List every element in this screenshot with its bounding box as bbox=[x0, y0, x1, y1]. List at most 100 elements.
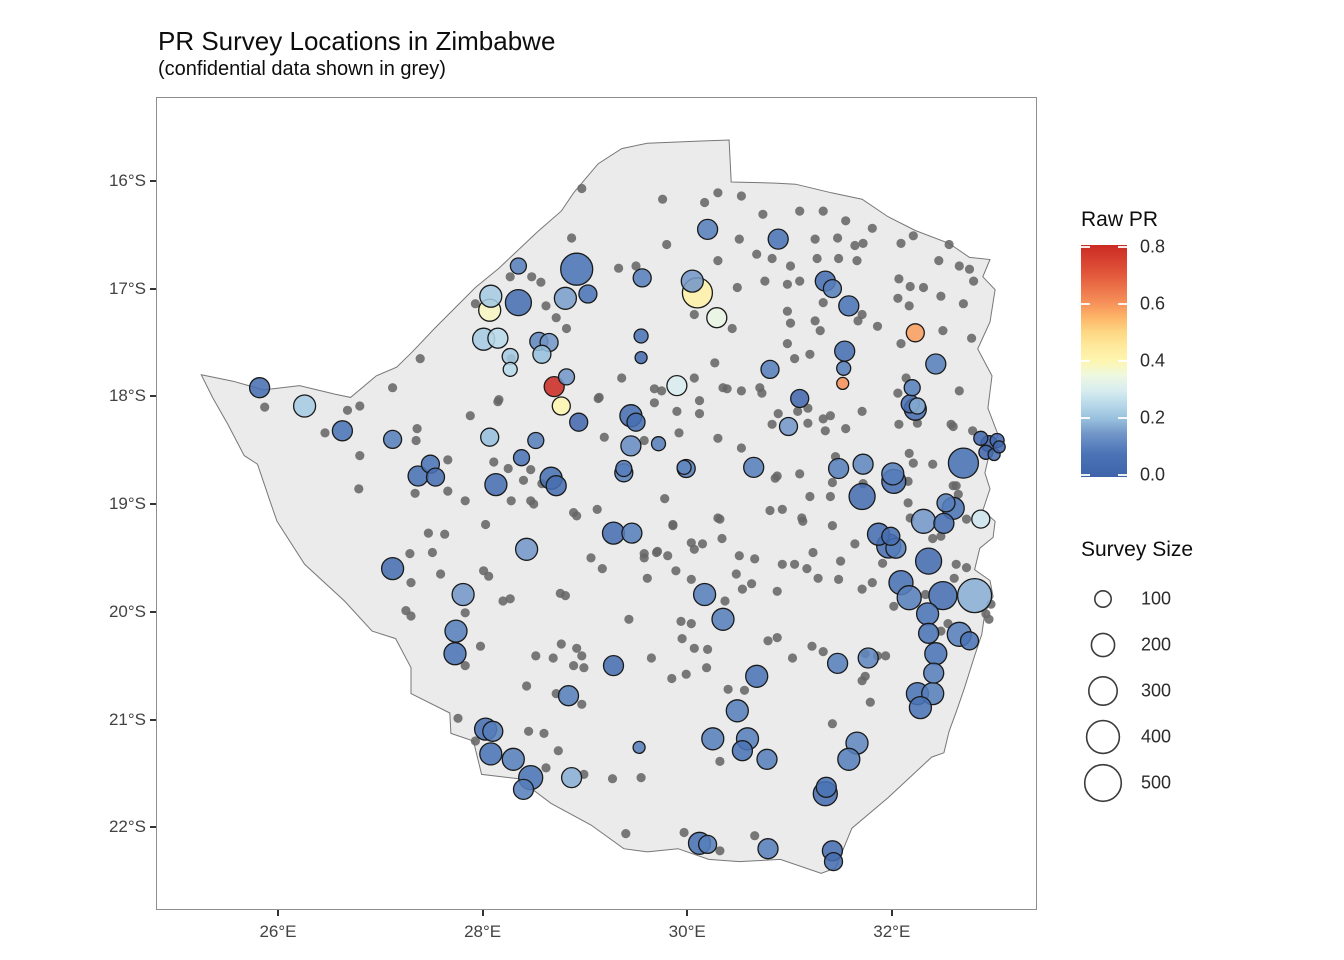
confidential-point bbox=[818, 414, 828, 424]
x-tick-label: 30°E bbox=[668, 922, 706, 941]
confidential-point bbox=[689, 373, 699, 383]
confidential-point bbox=[894, 419, 904, 429]
map-svg bbox=[200, 139, 1006, 874]
confidential-point bbox=[658, 194, 668, 204]
y-tick-mark bbox=[150, 503, 156, 506]
confidential-point bbox=[642, 573, 652, 583]
confidential-point bbox=[782, 306, 793, 316]
confidential-point bbox=[636, 773, 646, 783]
confidential-point bbox=[961, 563, 972, 573]
survey-point bbox=[881, 526, 901, 546]
size-legend-circle bbox=[1081, 669, 1125, 713]
confidential-point bbox=[782, 279, 793, 289]
confidential-point bbox=[772, 586, 782, 596]
survey-point bbox=[924, 642, 948, 666]
survey-point bbox=[973, 430, 989, 446]
survey-point bbox=[881, 462, 905, 486]
plot-panel bbox=[156, 97, 1037, 910]
confidential-point bbox=[893, 388, 903, 398]
confidential-point bbox=[951, 481, 961, 491]
confidential-point bbox=[736, 191, 747, 201]
survey-point bbox=[917, 622, 940, 644]
confidential-point bbox=[660, 494, 670, 504]
confidential-point bbox=[639, 435, 649, 446]
confidential-point bbox=[465, 411, 475, 421]
y-tick-label: 22°S bbox=[108, 817, 146, 837]
survey-point bbox=[910, 508, 937, 534]
survey-point bbox=[650, 436, 667, 452]
confidential-point bbox=[951, 559, 961, 569]
survey-point bbox=[501, 747, 525, 771]
survey-point bbox=[331, 420, 354, 442]
confidential-point bbox=[475, 641, 486, 651]
survey-point bbox=[757, 838, 779, 860]
confidential-point bbox=[736, 386, 747, 396]
confidential-point bbox=[797, 513, 807, 523]
survey-point bbox=[557, 368, 576, 386]
confidential-point bbox=[905, 281, 915, 292]
confidential-point bbox=[818, 298, 828, 308]
x-tick-label: 26°E bbox=[259, 922, 297, 941]
confidential-point bbox=[651, 547, 662, 558]
confidential-point bbox=[772, 471, 782, 481]
survey-point bbox=[482, 720, 504, 742]
confidential-point bbox=[663, 551, 673, 561]
confidential-point bbox=[579, 663, 589, 673]
confidential-point bbox=[522, 681, 532, 691]
colorbar-tick-mark bbox=[1118, 417, 1127, 419]
survey-point bbox=[852, 453, 874, 475]
confidential-point bbox=[954, 386, 964, 396]
confidential-point bbox=[896, 339, 906, 349]
confidential-point bbox=[984, 614, 994, 624]
survey-point bbox=[680, 269, 704, 293]
survey-point bbox=[947, 447, 980, 479]
confidential-point bbox=[727, 323, 737, 334]
confidential-point bbox=[713, 513, 723, 523]
confidential-point bbox=[790, 559, 800, 569]
confidential-point bbox=[689, 544, 699, 554]
y-tick-mark bbox=[150, 610, 156, 613]
survey-point bbox=[992, 440, 1006, 454]
confidential-point bbox=[722, 384, 732, 394]
confidential-point bbox=[624, 614, 634, 624]
confidential-point bbox=[697, 539, 708, 549]
confidential-point bbox=[777, 559, 787, 569]
confidential-point bbox=[541, 301, 551, 311]
size-legend-circle-svg bbox=[1083, 763, 1123, 803]
size-legend-circle-glyph bbox=[1083, 763, 1123, 803]
survey-point bbox=[632, 740, 646, 755]
survey-point bbox=[971, 509, 991, 529]
confidential-point bbox=[772, 633, 782, 643]
survey-point bbox=[701, 727, 725, 751]
survey-point bbox=[827, 457, 850, 480]
survey-point bbox=[569, 412, 589, 432]
confidential-point bbox=[498, 596, 508, 606]
confidential-point bbox=[677, 634, 687, 644]
colorbar-tick-mark bbox=[1118, 246, 1127, 248]
confidential-point bbox=[827, 521, 838, 531]
confidential-point bbox=[710, 358, 720, 368]
size-legend-circle bbox=[1081, 577, 1125, 621]
confidential-point bbox=[850, 240, 860, 251]
size-legend-circle-glyph bbox=[1090, 632, 1116, 658]
confidential-point bbox=[415, 354, 425, 364]
confidential-point bbox=[460, 661, 470, 671]
confidential-point bbox=[551, 313, 561, 323]
size-legend-circle-glyph bbox=[1094, 590, 1112, 608]
confidential-point bbox=[948, 421, 958, 432]
confidential-point bbox=[260, 402, 270, 412]
confidential-point bbox=[967, 333, 977, 343]
confidential-point bbox=[524, 726, 534, 736]
confidential-point bbox=[723, 684, 733, 694]
confidential-point bbox=[858, 238, 868, 248]
size-legend-circle bbox=[1081, 715, 1125, 759]
survey-point bbox=[634, 350, 648, 365]
y-tick-mark bbox=[150, 718, 156, 721]
survey-point bbox=[553, 286, 578, 310]
confidential-point bbox=[953, 489, 963, 499]
survey-point bbox=[760, 359, 780, 380]
confidential-point bbox=[569, 661, 579, 671]
confidential-point bbox=[807, 641, 817, 651]
survey-point bbox=[512, 778, 535, 801]
confidential-point bbox=[793, 406, 803, 416]
